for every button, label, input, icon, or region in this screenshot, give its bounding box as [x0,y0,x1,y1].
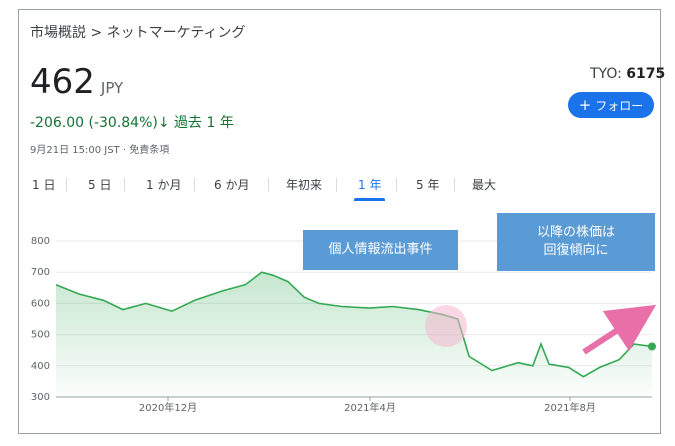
incident-highlight-circle [425,305,467,347]
y-tick-label: 500 [31,330,50,341]
recovery-callout: 以降の株価は 回復傾向に [497,213,655,271]
y-tick-label: 800 [31,236,50,247]
tab-divider [66,178,67,192]
x-tick-label: 2020年12月 [139,401,197,414]
callout-text: 回復傾向に [543,243,609,258]
tab-label: 6 か月 [214,178,250,192]
tab-max[interactable]: 最大 [472,176,496,193]
x-tick-label: 2021年4月 [344,401,396,414]
currency-label: JPY [100,79,124,97]
tab-5-year[interactable]: 5 年 [416,176,439,193]
breadcrumb: 市場概説 > ネットマーケティング [30,22,246,42]
tab-1-month[interactable]: 1 か月 [146,176,181,193]
tab-1-year[interactable]: 1 年 [354,176,386,201]
price-area-fill [56,272,652,397]
tab-1-day[interactable]: 1 日 [32,176,55,193]
x-tick-label: 2021年8月 [544,401,596,414]
tab-label: 最大 [472,178,497,192]
plus-icon: + [578,95,592,114]
tab-divider [268,178,269,192]
change-period: 過去 1 年 [174,115,234,131]
tab-label: 1 日 [32,178,56,192]
tab-divider [454,178,455,192]
price-chart[interactable]: 300 400 500 600 700 800 2020年12月 2021年4月 2021年8… [22,225,662,420]
tab-label: 1 年 [358,178,382,192]
ticker-symbol: TYO: 6175 [590,66,665,82]
tab-label: 5 年 [416,178,440,192]
incident-callout: 個人情報流出事件 [303,230,458,270]
tab-label: 年初来 [286,178,323,192]
y-tick-label: 300 [31,392,50,403]
ticker-exchange: TYO: [590,66,622,82]
tab-divider [336,178,337,192]
change-value: -206.00 (-30.84%) [30,115,158,131]
tab-label: 5 日 [88,178,112,192]
breadcrumb-company: ネットマーケティング [106,25,246,41]
tab-ytd[interactable]: 年初来 [286,176,322,193]
tab-divider [194,178,195,192]
y-tick-label: 600 [31,298,50,309]
stock-price: 462 [30,62,95,102]
tab-divider [396,178,397,192]
callout-text: 個人情報流出事件 [328,242,433,257]
tab-divider [124,178,125,192]
tab-6-month[interactable]: 6 か月 [214,176,249,193]
active-tab-indicator [354,198,386,201]
breadcrumb-separator: > [90,25,103,41]
y-tick-label: 400 [31,361,50,372]
price-change: -206.00 (-30.84%)↓ 過去 1 年 [30,112,234,132]
arrow-down-icon: ↓ [157,115,170,131]
ticker-code: 6175 [626,66,666,82]
follow-button-label: フォロー [595,98,644,113]
callout-text: 以降の株価は [536,225,615,240]
price-row: 462 JPY [30,62,123,102]
current-price-dot [648,342,656,351]
tab-5-day[interactable]: 5 日 [88,176,111,193]
price-line [55,271,653,378]
timestamp-disclaimer[interactable]: 9月21日 15:00 JST · 免責条項 [30,145,170,156]
tab-label: 1 か月 [146,178,182,192]
breadcrumb-market-link[interactable]: 市場概説 [30,25,86,41]
y-tick-label: 700 [31,267,50,278]
follow-button[interactable]: + フォロー [568,92,654,118]
recovery-trend-arrow [582,304,657,355]
